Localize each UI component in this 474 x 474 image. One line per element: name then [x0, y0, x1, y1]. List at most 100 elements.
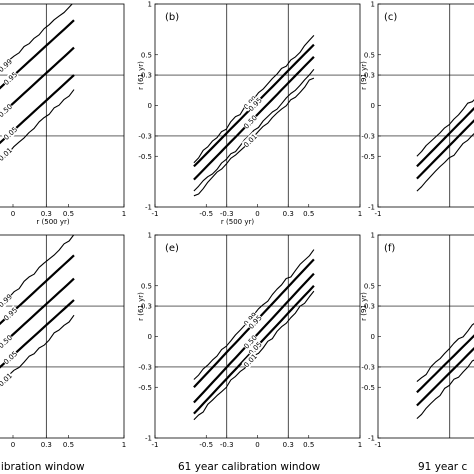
quantile-label-bg: [246, 339, 264, 358]
quantile-label-bg: [0, 291, 15, 310]
panel-frame: [0, 3, 125, 208]
y-tick-label: 1: [148, 232, 152, 240]
quantile-label-bg: [241, 332, 260, 351]
x-tick-label: 0.3: [41, 441, 52, 449]
quantile-label-bg: [241, 113, 260, 131]
quantile-label-bg: [246, 95, 264, 114]
x-tick-label: 0: [255, 210, 259, 218]
series-group: [416, 323, 474, 420]
y-tick-label: -0.5: [361, 384, 375, 392]
series-line-0.05: [193, 68, 315, 192]
x-tick-label: 0.5: [303, 210, 314, 218]
quantile-label-bg: [0, 145, 15, 163]
x-tick-label: 1: [358, 210, 362, 218]
series-line-q2: [416, 119, 474, 180]
y-tick-label: 0: [371, 333, 375, 341]
quantile-label: 0.01: [242, 133, 259, 150]
panel-1: -1 -0.5 -0.3 0 0.3 0.5 1 -1 -0.5 -0.3 0 0.3 0.5 1 r (5…: [137, 1, 362, 227]
caption-2: 91 year c: [418, 461, 467, 473]
quantile-label-bg: [241, 351, 260, 370]
x-tick-label: 0.3: [283, 441, 294, 449]
y-axis-label: r (91 yr): [360, 61, 368, 90]
series-line-q1: [416, 334, 474, 394]
y-tick-label: 0.5: [364, 51, 375, 59]
quantile-label-bg: [241, 131, 260, 150]
x-tick-label: -1: [375, 210, 382, 218]
y-axis-label: r (61 yr): [137, 61, 145, 90]
x-tick-label: -0.5: [199, 441, 213, 449]
x-tick-label: 0.3: [283, 210, 294, 218]
x-tick-label: 0: [11, 210, 15, 218]
series-line-q3: [416, 359, 474, 420]
y-tick-label: 0: [148, 102, 152, 110]
quantile-label-bg: [0, 101, 15, 120]
y-tick-label: -0.3: [361, 132, 375, 140]
y-tick-label: 0.3: [364, 72, 375, 80]
x-axis-label: r (500 yr): [36, 218, 69, 226]
panel-label: (b): [165, 12, 179, 23]
panel-label: (e): [165, 243, 179, 254]
series-line-q3: [416, 132, 474, 192]
quantile-label-bg: [1, 124, 20, 142]
quantile-label-bg: [1, 348, 20, 367]
y-tick-label: 0: [148, 333, 152, 341]
panel-4: -1 -0.5 -0.3 0 0.3 0.5 1 -1 -0.5 -0.3 0 0.3 0.5 1 r (6…: [137, 232, 362, 450]
quantile-label-bg: [241, 93, 260, 112]
y-tick-label: -1: [368, 435, 375, 443]
y-tick-label: 0.3: [141, 303, 152, 311]
quantile-label-bg: [0, 56, 15, 75]
y-tick-label: -0.3: [138, 132, 152, 140]
y-tick-label: -0.5: [138, 153, 152, 161]
x-tick-label: 0: [11, 441, 15, 449]
series-group: [0, 235, 75, 387]
quantile-label-bg: [1, 305, 20, 323]
x-tick-label: -0.3: [220, 441, 234, 449]
panel-label: (f): [384, 243, 395, 254]
y-tick-label: 1: [148, 1, 152, 9]
panel-5: -1-1 -0.5 -0.3 0 0.3 0.5 1 r (91 yr) (f): [360, 232, 474, 449]
caption-0: libration window: [0, 461, 85, 473]
y-tick-label: -0.3: [138, 363, 152, 371]
x-tick-label: 0.3: [41, 210, 52, 218]
y-tick-label: 0.5: [141, 51, 152, 59]
panel-3: 0 0.3 0.5 10.990.950.500.050.01: [0, 234, 126, 449]
x-tick-label: 0.5: [63, 210, 74, 218]
y-tick-label: 0.5: [364, 282, 375, 290]
x-tick-label: -1: [375, 441, 382, 449]
y-tick-label: -0.5: [361, 153, 375, 161]
quantile-label-bg: [241, 310, 260, 329]
y-tick-label: 0: [371, 102, 375, 110]
x-tick-label: -1: [152, 210, 159, 218]
y-tick-label: -0.3: [361, 363, 375, 371]
series-line-q1: [416, 106, 474, 168]
y-tick-label: -1: [145, 204, 152, 212]
series-line-q0: [416, 99, 474, 157]
series-line-q0: [416, 323, 474, 383]
y-tick-label: -1: [368, 204, 375, 212]
x-tick-label: -1: [152, 441, 159, 449]
panel-frame: [154, 234, 361, 439]
panel-2: -1-1 -0.5 -0.3 0 0.3 0.5 1 r (91 yr) (c): [360, 1, 474, 218]
panel-0: -1-0.5-0.300.30.51r (500 yr)0.990.950.50…: [0, 3, 126, 226]
x-tick-label: 1: [122, 210, 126, 218]
y-axis-label: r (61 yr): [137, 292, 145, 321]
quantile-label-bg: [0, 370, 15, 389]
series-group: [416, 99, 474, 192]
panel-label: (c): [384, 12, 397, 23]
x-tick-label: -0.3: [220, 210, 234, 218]
x-tick-label: 0: [255, 441, 259, 449]
x-tick-label: 0.5: [63, 441, 74, 449]
y-tick-label: 0.5: [141, 282, 152, 290]
y-axis-label: r (91 yr): [360, 292, 368, 321]
x-axis-label: r (500 yr): [221, 218, 254, 226]
y-tick-label: -1: [145, 435, 152, 443]
caption-1: 61 year calibration window: [178, 461, 321, 473]
quantile-label-bg: [0, 332, 15, 351]
series-line-q2: [416, 346, 474, 407]
y-tick-label: -0.5: [138, 384, 152, 392]
x-tick-label: 1: [358, 441, 362, 449]
y-tick-label: 1: [371, 1, 375, 9]
x-tick-label: -0.5: [199, 210, 213, 218]
quantile-label-bg: [246, 313, 264, 331]
